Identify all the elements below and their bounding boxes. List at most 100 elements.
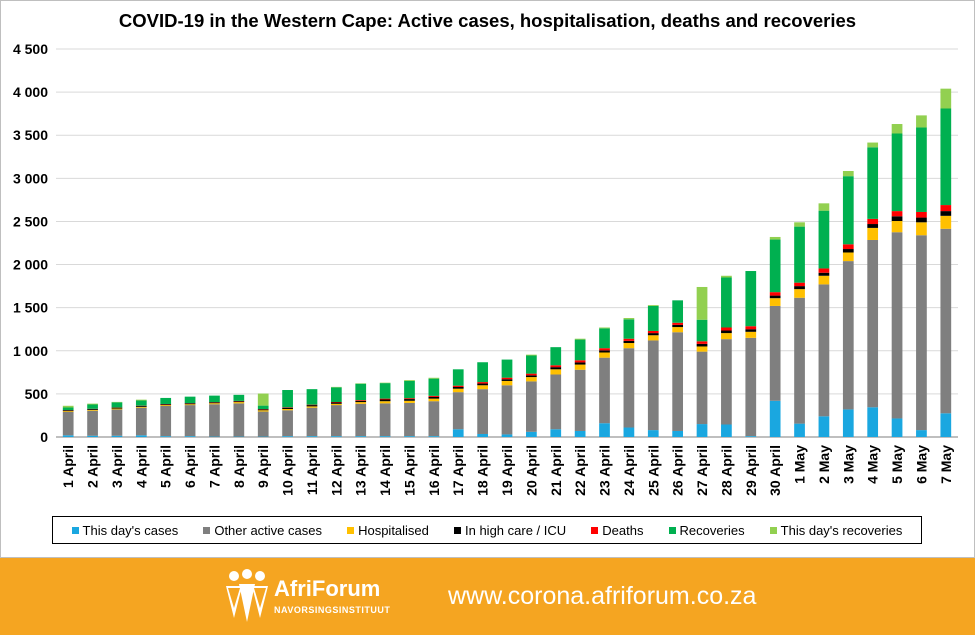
bar-segment bbox=[111, 408, 123, 410]
legend-swatch bbox=[71, 526, 79, 534]
bar-segment bbox=[62, 411, 74, 412]
y-tick-label: 4 000 bbox=[13, 84, 48, 100]
bar-segment bbox=[672, 430, 684, 437]
bar-segment bbox=[647, 430, 659, 437]
bar-segment bbox=[501, 377, 513, 380]
bar-segment bbox=[721, 277, 732, 328]
bar-segment bbox=[330, 387, 342, 402]
website-link[interactable]: www.corona.afriforum.co.za bbox=[448, 582, 757, 610]
bar-segment bbox=[647, 330, 659, 334]
bar-segment bbox=[696, 424, 708, 437]
x-tick-label: 14 April bbox=[377, 445, 393, 496]
bar-segment bbox=[916, 211, 927, 218]
bar-segment bbox=[794, 289, 805, 298]
bar-segment bbox=[916, 235, 927, 431]
bar-segment bbox=[184, 403, 196, 405]
x-tick-label: 24 April bbox=[621, 445, 637, 496]
bar-segment bbox=[574, 362, 586, 365]
x-tick-label: 30 April bbox=[767, 445, 783, 496]
chart-plot: 0 500 1 000 1 500 2 000 2 500 3 000 3 500 4 000 4… bbox=[13, 41, 958, 496]
y-tick-label: 4 500 bbox=[13, 41, 48, 57]
legend-label: Recoveries bbox=[679, 522, 745, 538]
bar-segment bbox=[842, 244, 854, 250]
bar-segment bbox=[599, 327, 610, 329]
y-tick-label: 2 500 bbox=[13, 213, 48, 229]
bar-segment bbox=[62, 435, 74, 437]
bar-segment bbox=[257, 405, 269, 410]
bar-segment bbox=[745, 326, 757, 330]
bar-segment bbox=[209, 404, 220, 437]
bar-segment bbox=[209, 395, 220, 403]
bar-segment bbox=[501, 380, 513, 386]
bar-segment bbox=[477, 433, 488, 437]
bar-segment bbox=[891, 133, 903, 212]
x-tick-label: 15 April bbox=[401, 445, 417, 496]
bar-segment bbox=[647, 333, 659, 336]
bar-segment bbox=[721, 327, 732, 331]
bar-segment bbox=[282, 408, 293, 411]
legend-label: Other active cases bbox=[214, 522, 322, 538]
legend-item: Recoveries bbox=[668, 522, 745, 538]
bar-segment bbox=[62, 411, 74, 436]
bar-segment bbox=[867, 147, 879, 219]
x-tick-label: 22 April bbox=[572, 445, 588, 496]
bar-segment bbox=[526, 354, 537, 356]
bar-segment bbox=[501, 385, 513, 435]
bar-segment bbox=[745, 436, 757, 437]
bar-segment bbox=[940, 211, 952, 216]
bar-segment bbox=[891, 211, 903, 217]
bar-segment bbox=[647, 305, 659, 306]
bar-segment bbox=[404, 436, 415, 437]
bar-segment bbox=[282, 390, 293, 408]
bar-segment bbox=[379, 399, 391, 402]
x-tick-label: 3 April bbox=[109, 445, 125, 488]
bar-segment bbox=[135, 406, 147, 408]
bar-segment bbox=[257, 393, 269, 406]
bar-segment bbox=[330, 401, 342, 403]
bar-segment bbox=[111, 409, 123, 436]
bar-segment bbox=[574, 338, 586, 340]
bar-segment bbox=[477, 385, 488, 390]
bar-segment bbox=[550, 365, 562, 368]
bar-segment bbox=[574, 339, 586, 361]
bar-segment bbox=[404, 400, 415, 403]
bar-segment bbox=[160, 405, 172, 437]
bar-segment bbox=[891, 418, 903, 437]
bar-segment bbox=[794, 423, 805, 437]
bar-segment bbox=[111, 402, 123, 408]
bar-segment bbox=[818, 416, 830, 437]
people-icon bbox=[226, 569, 268, 622]
legend-swatch bbox=[454, 526, 461, 534]
bar-segment bbox=[111, 407, 123, 409]
y-tick-label: 2 000 bbox=[13, 257, 48, 273]
afriforum-logo[interactable]: AfriForum NAVORSINGSINSTITUUT bbox=[222, 568, 402, 624]
bar-segment bbox=[623, 319, 635, 339]
bar-segment bbox=[233, 403, 245, 437]
bar-segment bbox=[428, 377, 440, 379]
bar-segment bbox=[623, 338, 635, 341]
x-tick-label: 12 April bbox=[328, 445, 344, 496]
bar-segment bbox=[842, 261, 854, 410]
bar-segment bbox=[940, 88, 952, 109]
bar-segment bbox=[550, 374, 562, 430]
x-tick-label: 21 April bbox=[548, 445, 564, 496]
bar-segment bbox=[599, 328, 610, 349]
bar-segment bbox=[404, 380, 415, 381]
bar-segment bbox=[379, 436, 391, 437]
bar-segment bbox=[647, 305, 659, 331]
bar-segment bbox=[623, 318, 635, 320]
bar-segment bbox=[940, 228, 952, 414]
bar-segment bbox=[623, 427, 635, 437]
bar-segment bbox=[428, 401, 440, 437]
x-tick-label: 6 May bbox=[913, 445, 929, 484]
x-tick-label: 7 May bbox=[938, 445, 954, 484]
bar-segment bbox=[428, 436, 440, 437]
bar-segment bbox=[330, 403, 342, 406]
bar-segment bbox=[87, 403, 98, 405]
bar-segment bbox=[135, 435, 147, 437]
bar-segment bbox=[62, 410, 74, 412]
bar-segment bbox=[379, 398, 391, 400]
bar-segment bbox=[599, 423, 610, 437]
bar-segment bbox=[672, 324, 684, 328]
legend-label: Hospitalised bbox=[358, 522, 429, 538]
